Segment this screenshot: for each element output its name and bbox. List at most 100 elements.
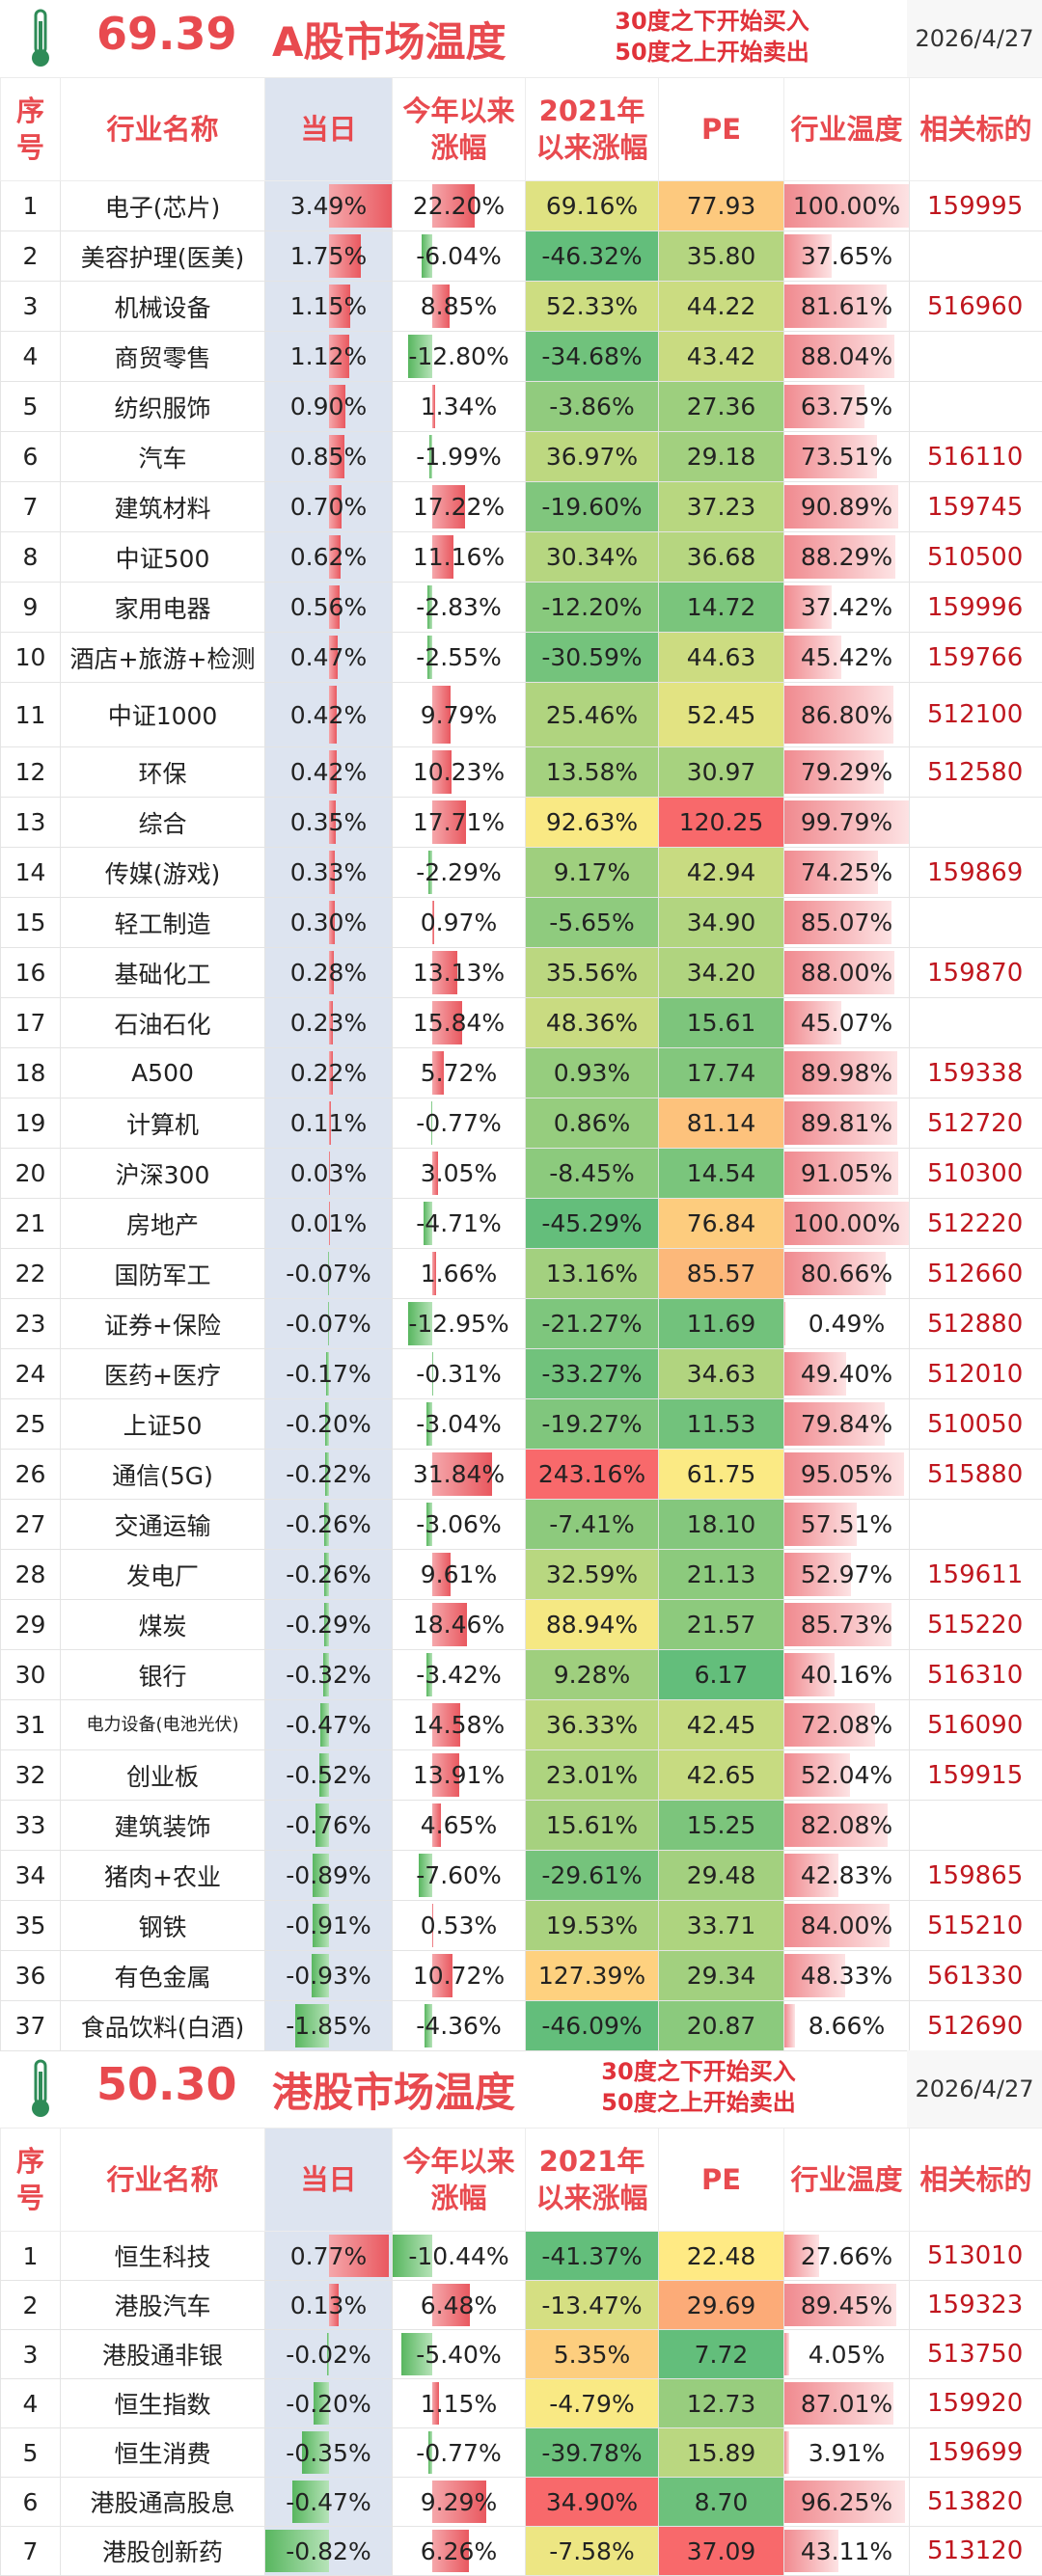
header-ytd: 今年以来涨幅 — [393, 78, 526, 181]
industry-name: 恒生指数 — [61, 2379, 265, 2428]
industry-name: 恒生消费 — [61, 2428, 265, 2478]
row-index: 25 — [1, 1399, 61, 1450]
ytd-change: 9.29% — [393, 2478, 526, 2527]
today-change: 1.12% — [265, 332, 393, 382]
industry-name: 房地产 — [61, 1199, 265, 1249]
pe-value: 120.25 — [659, 798, 784, 848]
rule-sell: 50度之上开始卖出 — [606, 37, 818, 68]
since2021-change: -46.32% — [526, 231, 659, 282]
pe-value: 14.72 — [659, 583, 784, 633]
since2021-change: 34.90% — [526, 2478, 659, 2527]
since2021-change: -30.59% — [526, 633, 659, 683]
row-index: 14 — [1, 848, 61, 898]
since2021-change: 36.33% — [526, 1700, 659, 1750]
row-index: 35 — [1, 1901, 61, 1951]
since2021-change: -8.45% — [526, 1149, 659, 1199]
ytd-change: 17.71% — [393, 798, 526, 848]
row-index: 6 — [1, 432, 61, 482]
pe-value: 43.42 — [659, 332, 784, 382]
industry-temperature: 89.98% — [784, 1048, 910, 1098]
industry-name: 创业板 — [61, 1750, 265, 1801]
pe-value: 34.20 — [659, 948, 784, 998]
pe-value: 35.80 — [659, 231, 784, 282]
ytd-change: 9.79% — [393, 683, 526, 747]
pe-value: 11.53 — [659, 1399, 784, 1450]
today-change: -0.89% — [265, 1851, 393, 1901]
since2021-change: -45.29% — [526, 1199, 659, 1249]
industry-name: 港股通高股息 — [61, 2478, 265, 2527]
since2021-change: 243.16% — [526, 1450, 659, 1500]
industry-temperature: 45.07% — [784, 998, 910, 1048]
since2021-change: 13.58% — [526, 747, 659, 798]
header-index: 序号 — [1, 78, 61, 181]
industry-name: 综合 — [61, 798, 265, 848]
industry-name: 汽车 — [61, 432, 265, 482]
row-index: 2 — [1, 2281, 61, 2330]
row-index: 6 — [1, 2478, 61, 2527]
related-code: 510500 — [910, 532, 1042, 583]
row-index: 4 — [1, 332, 61, 382]
ytd-change: 0.97% — [393, 898, 526, 948]
industry-temperature: 82.08% — [784, 1801, 910, 1851]
pe-value: 37.23 — [659, 482, 784, 532]
report-date: 2026/4/27 — [907, 2050, 1042, 2128]
industry-name: 沪深300 — [61, 1149, 265, 1199]
row-index: 22 — [1, 1249, 61, 1299]
row-index: 33 — [1, 1801, 61, 1851]
ytd-change: -12.95% — [393, 1299, 526, 1349]
since2021-change: 0.93% — [526, 1048, 659, 1098]
related-code — [910, 798, 1042, 848]
ytd-change: -2.55% — [393, 633, 526, 683]
since2021-change: -21.27% — [526, 1299, 659, 1349]
related-code: 515220 — [910, 1600, 1042, 1650]
header-pe: PE — [659, 78, 784, 181]
pe-value: 8.70 — [659, 2478, 784, 2527]
market-title: 港股市场温度 — [272, 2060, 515, 2119]
ytd-change: -6.04% — [393, 231, 526, 282]
pe-value: 33.71 — [659, 1901, 784, 1951]
ytd-change: 4.65% — [393, 1801, 526, 1851]
header-code: 相关标的 — [910, 78, 1042, 181]
related-code: 513120 — [910, 2527, 1042, 2576]
today-change: 1.75% — [265, 231, 393, 282]
header-temp: 行业温度 — [784, 78, 910, 181]
header-today: 当日 — [265, 78, 393, 181]
since2021-change: -46.09% — [526, 2001, 659, 2051]
since2021-change: 30.34% — [526, 532, 659, 583]
industry-temperature: 91.05% — [784, 1149, 910, 1199]
pe-value: 27.36 — [659, 382, 784, 432]
row-index: 8 — [1, 532, 61, 583]
since2021-change: 36.97% — [526, 432, 659, 482]
today-change: -1.85% — [265, 2001, 393, 2051]
industry-name: 食品饮料(白酒) — [61, 2001, 265, 2051]
industry-name: 家用电器 — [61, 583, 265, 633]
related-code — [910, 382, 1042, 432]
related-code: 561330 — [910, 1951, 1042, 2001]
industry-temperature: 72.08% — [784, 1700, 910, 1750]
industry-name: 恒生科技 — [61, 2232, 265, 2281]
pe-value: 42.65 — [659, 1750, 784, 1801]
since2021-change: -39.78% — [526, 2428, 659, 2478]
row-index: 7 — [1, 2527, 61, 2576]
ytd-change: -0.77% — [393, 2428, 526, 2478]
industry-name: 银行 — [61, 1650, 265, 1700]
row-index: 5 — [1, 382, 61, 432]
industry-temperature: 73.51% — [784, 432, 910, 482]
related-code: 513010 — [910, 2232, 1042, 2281]
pe-value: 17.74 — [659, 1048, 784, 1098]
related-code: 159920 — [910, 2379, 1042, 2428]
today-change: 0.11% — [265, 1098, 393, 1149]
industry-name: 轻工制造 — [61, 898, 265, 948]
related-code — [910, 998, 1042, 1048]
industry-name: 石油石化 — [61, 998, 265, 1048]
ytd-change: 1.66% — [393, 1249, 526, 1299]
header-temp: 行业温度 — [784, 2129, 910, 2232]
